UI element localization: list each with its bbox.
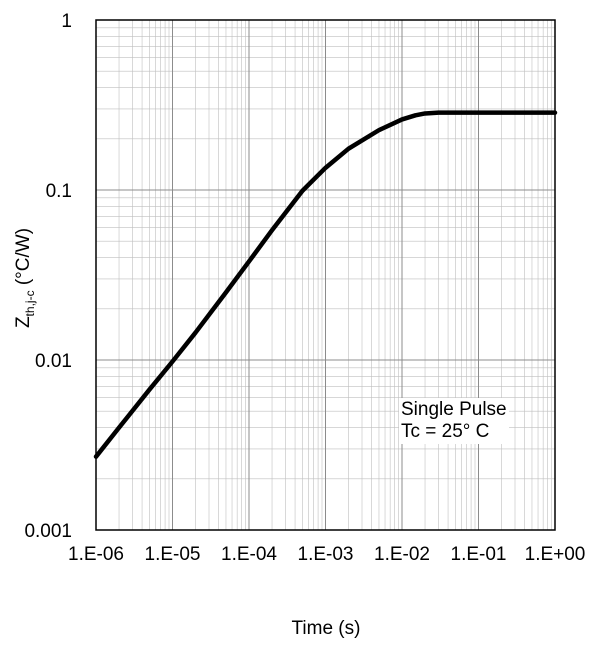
y-tick-labels: 0.001 0.01 0.1 1 xyxy=(24,11,72,542)
x-tick-label: 1.E-01 xyxy=(451,544,507,565)
x-tick-label: 1.E-05 xyxy=(145,544,201,565)
y-tick-label: 1 xyxy=(61,11,72,32)
y-axis-label-sub: th,j-c xyxy=(23,290,37,316)
x-tick-label: 1.E-02 xyxy=(374,544,430,565)
y-tick-label: 0.1 xyxy=(46,181,72,202)
series-line xyxy=(93,110,558,459)
annotation-box: Single Pulse Tc = 25° C xyxy=(399,398,509,444)
annotation-line-1: Single Pulse xyxy=(401,399,507,420)
x-axis-label: Time (s) xyxy=(292,618,361,639)
y-tick-label: 0.001 xyxy=(24,521,72,542)
y-axis-label-unit: (°C/W) xyxy=(13,228,34,290)
series-layer xyxy=(93,110,558,459)
plot-frame xyxy=(95,19,556,531)
x-tick-label: 1.E-04 xyxy=(221,544,277,565)
x-tick-label: 1.E+00 xyxy=(525,544,586,565)
x-tick-label: 1.E-06 xyxy=(68,544,124,565)
x-tick-labels: 1.E-06 1.E-05 1.E-04 1.E-03 1.E-02 1.E-01 1.E+… xyxy=(68,544,585,565)
x-tick-label: 1.E-03 xyxy=(298,544,354,565)
y-axis-label: Zth,j-c (°C/W) xyxy=(13,228,37,328)
y-tick-label: 0.01 xyxy=(35,351,72,372)
annotation-line-2: Tc = 25° C xyxy=(401,421,490,442)
y-axis-label-main: Z xyxy=(13,316,34,328)
